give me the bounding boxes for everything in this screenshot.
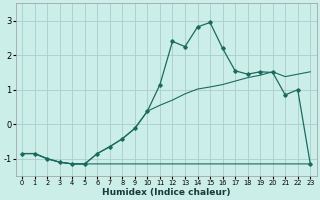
X-axis label: Humidex (Indice chaleur): Humidex (Indice chaleur) xyxy=(102,188,230,197)
